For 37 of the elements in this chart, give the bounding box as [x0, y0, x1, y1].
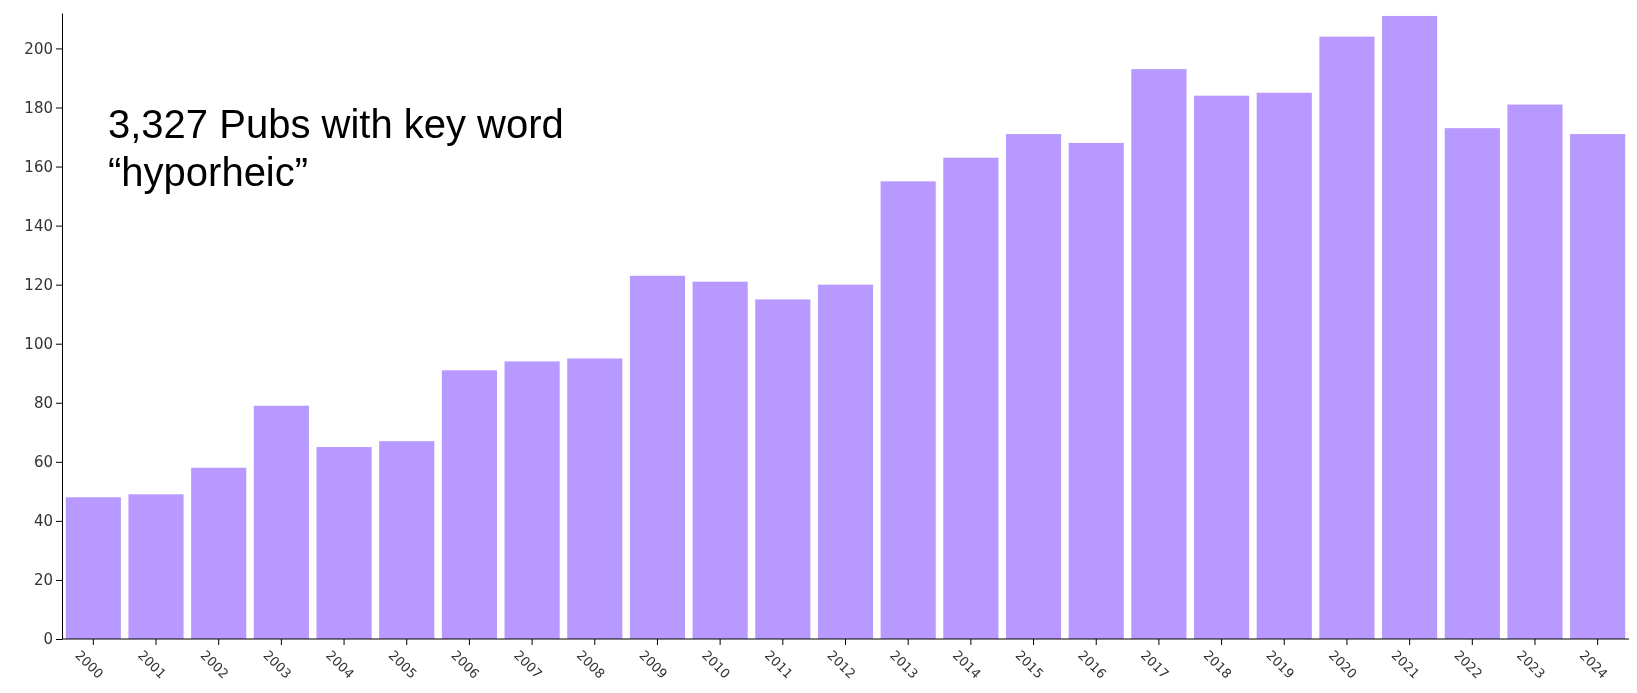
bar	[1507, 104, 1563, 639]
y-tick-label: 140	[24, 216, 53, 235]
bar	[1194, 95, 1250, 639]
bar	[65, 497, 121, 639]
bar	[1256, 92, 1312, 639]
bar	[128, 494, 184, 639]
y-tick-label: 80	[33, 394, 53, 413]
y-tick-label: 180	[24, 98, 53, 117]
y-tick-label: 120	[24, 275, 53, 294]
text: 3,327 Pubs with key word “hyporheic”	[108, 102, 564, 194]
bar	[1319, 36, 1375, 639]
bar	[1444, 128, 1500, 639]
y-tick-label: 0	[43, 630, 53, 649]
bar	[1131, 69, 1187, 639]
bar	[692, 281, 748, 639]
bar	[1382, 15, 1438, 639]
bar	[191, 467, 247, 639]
bar	[1068, 142, 1124, 639]
bar	[253, 405, 309, 639]
bar	[629, 275, 686, 639]
y-tick-label: 200	[24, 39, 53, 58]
bar	[504, 361, 560, 639]
bar	[1005, 134, 1062, 639]
y-tick-label: 100	[24, 335, 53, 354]
y-tick-label: 40	[33, 512, 53, 531]
bar	[379, 441, 435, 639]
bar	[441, 370, 497, 639]
bar	[316, 447, 372, 639]
y-tick-label: 20	[33, 571, 53, 590]
bar	[1570, 134, 1626, 639]
bar	[817, 284, 874, 639]
bar	[880, 181, 936, 639]
y-tick-label: 60	[33, 453, 53, 472]
bar	[755, 299, 811, 639]
bar	[943, 157, 999, 639]
y-tick-label: 160	[24, 157, 53, 176]
bar	[567, 358, 623, 639]
